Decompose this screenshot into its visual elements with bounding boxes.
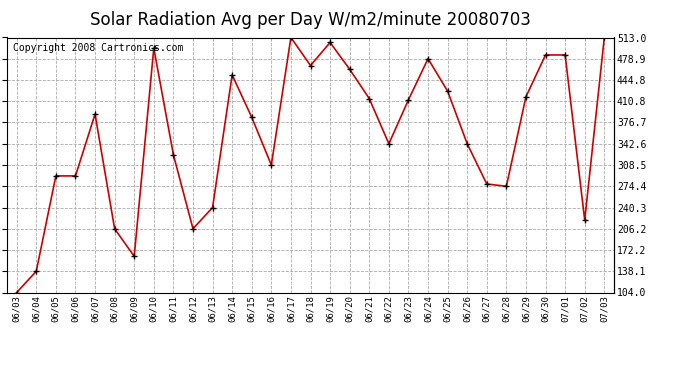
Text: Copyright 2008 Cartronics.com: Copyright 2008 Cartronics.com: [13, 43, 184, 52]
Text: Solar Radiation Avg per Day W/m2/minute 20080703: Solar Radiation Avg per Day W/m2/minute …: [90, 11, 531, 29]
